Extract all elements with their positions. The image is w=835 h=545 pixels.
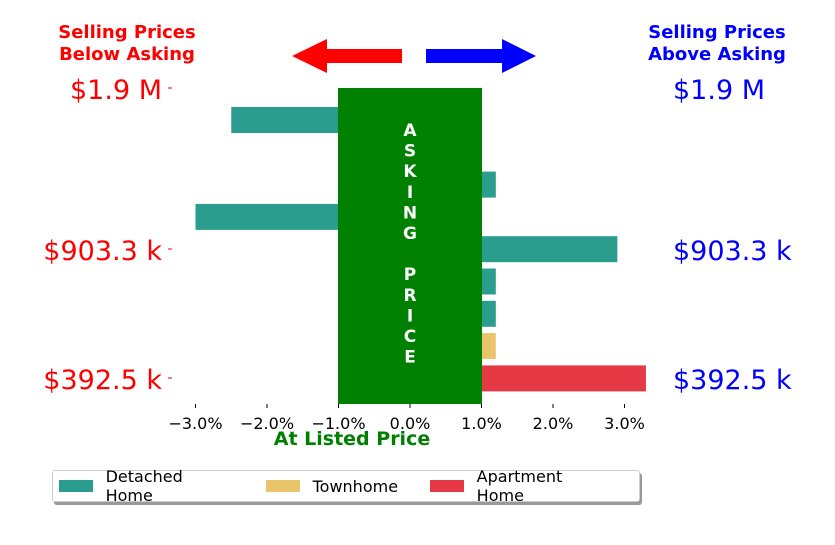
price-label-right-middle: $903.3 k — [673, 236, 792, 267]
x-tick-label: 0.0% — [390, 414, 431, 433]
asking-price-letter: G — [403, 224, 417, 244]
legend-label-detached-home: Detached Home — [105, 467, 183, 505]
legend-item-apartment-home: Apartment Home — [430, 467, 613, 505]
asking-price-letter: E — [404, 348, 416, 368]
x-tick-label: 2.0% — [533, 414, 574, 433]
price-label-left-middle: $903.3 k — [43, 236, 162, 267]
x-axis: −3.0% −2.0% −1.0% 0.0% 1.0% 2.0% 3.0% — [168, 404, 645, 433]
legend-label-townhome: Townhome — [312, 476, 399, 496]
x-tick-label: −2.0% — [240, 414, 294, 433]
above-asking-title-line1: Selling Prices — [648, 22, 785, 43]
asking-price-letter: S — [404, 142, 416, 162]
x-axis-label: At Listed Price — [274, 428, 430, 450]
asking-price-letter: N — [403, 203, 417, 223]
price-label-left-top: $1.9 M — [70, 75, 162, 106]
left-arrow-icon — [292, 39, 402, 73]
x-tick-label: −1.0% — [311, 414, 365, 433]
asking-price-letter: C — [404, 327, 416, 347]
legend-swatch-detached-home — [59, 480, 93, 492]
legend-swatch-townhome — [265, 480, 300, 492]
legend-item-detached-home: Detached Home — [59, 467, 234, 505]
right-arrow-icon — [426, 39, 536, 73]
above-asking-title-line2: Above Asking — [648, 44, 786, 65]
x-tick-label: 1.0% — [461, 414, 502, 433]
x-tick-label: 3.0% — [604, 414, 645, 433]
below-asking-title-line2: Below Asking — [59, 44, 195, 65]
legend-label-apartment-home: Apartment Home — [476, 467, 563, 505]
price-label-left-bottom: $392.5 k — [43, 365, 162, 396]
asking-price-letter: I — [407, 306, 413, 326]
price-label-right-bottom: $392.5 k — [673, 365, 792, 396]
x-tick-label: −3.0% — [168, 414, 222, 433]
below-asking-title-line1: Selling Prices — [58, 22, 195, 43]
asking-price-band — [338, 88, 482, 404]
legend-item-townhome: Townhome — [265, 476, 399, 496]
asking-price-letter: R — [403, 286, 416, 306]
legend-swatch-apartment-home — [430, 480, 464, 492]
asking-price-letter: A — [403, 121, 417, 141]
legend: Detached Home Townhome Apartment Home — [52, 467, 640, 505]
asking-price-letter: K — [403, 162, 417, 182]
price-label-right-top: $1.9 M — [673, 75, 765, 106]
asking-price-letter: P — [404, 265, 416, 285]
asking-price-letter: I — [407, 183, 413, 203]
